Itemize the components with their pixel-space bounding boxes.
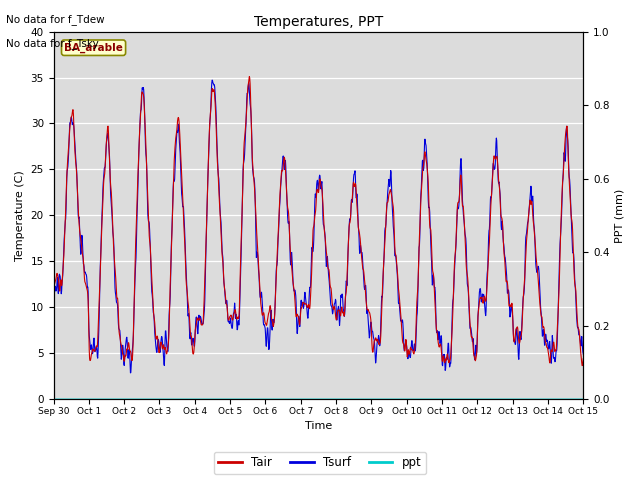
Tair xyxy=(470,352,477,358)
ppt xyxy=(168,396,175,402)
Tair xyxy=(227,312,234,318)
Line: Tair: Tair xyxy=(54,77,583,366)
X-axis label: Time: Time xyxy=(305,421,332,432)
Tair xyxy=(50,277,58,283)
ppt xyxy=(227,396,234,402)
Tair xyxy=(246,74,253,80)
Tsurf xyxy=(209,77,216,83)
Line: Tsurf: Tsurf xyxy=(54,80,583,373)
Tsurf xyxy=(401,343,409,348)
ppt xyxy=(579,396,587,402)
Tair xyxy=(579,356,587,361)
Title: Temperatures, PPT: Temperatures, PPT xyxy=(253,15,383,29)
Tair xyxy=(168,250,175,256)
ppt xyxy=(50,396,58,402)
Tair xyxy=(401,348,408,354)
ppt xyxy=(470,396,477,402)
ppt xyxy=(516,396,524,402)
Text: BA_arable: BA_arable xyxy=(64,43,123,53)
ppt xyxy=(401,396,408,402)
Tair xyxy=(517,334,525,340)
Tsurf xyxy=(227,323,235,328)
Tsurf xyxy=(168,234,175,240)
Y-axis label: Temperature (C): Temperature (C) xyxy=(15,170,25,261)
Legend: Tair, Tsurf, ppt: Tair, Tsurf, ppt xyxy=(214,452,426,474)
Tsurf xyxy=(127,370,134,376)
Tsurf xyxy=(579,351,587,357)
Tsurf xyxy=(155,339,163,345)
Text: No data for f_Tsky: No data for f_Tsky xyxy=(6,38,99,49)
Y-axis label: PPT (mm): PPT (mm) xyxy=(615,188,625,242)
Tair xyxy=(155,346,163,351)
Tsurf xyxy=(470,353,478,359)
Tsurf xyxy=(50,288,58,294)
ppt xyxy=(155,396,163,402)
Tsurf xyxy=(517,336,525,342)
Text: No data for f_Tdew: No data for f_Tdew xyxy=(6,14,105,25)
Tair xyxy=(579,363,586,369)
